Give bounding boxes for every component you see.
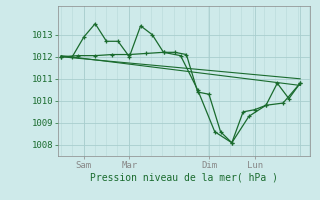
X-axis label: Pression niveau de la mer( hPa ): Pression niveau de la mer( hPa ) <box>90 173 278 183</box>
